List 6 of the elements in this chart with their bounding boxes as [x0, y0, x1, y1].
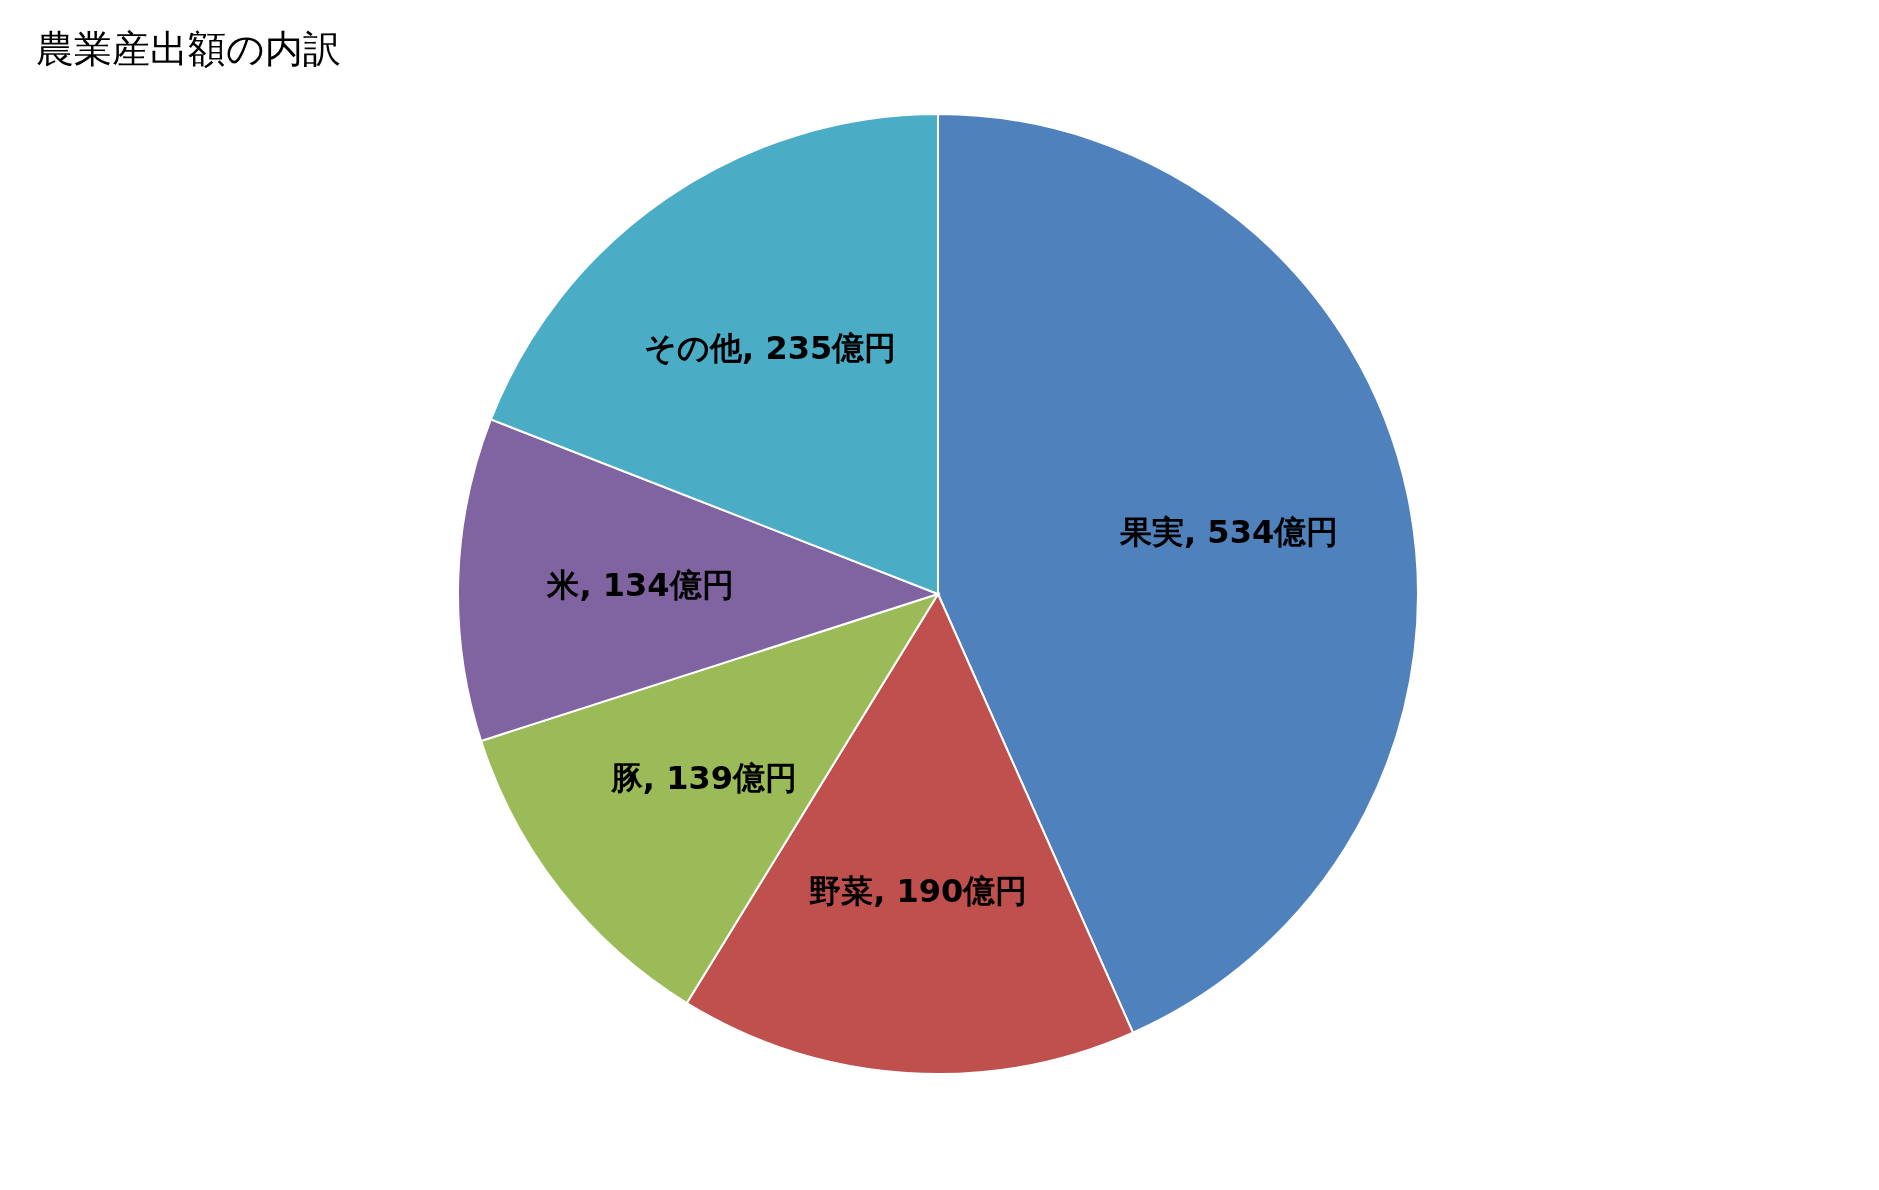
- slice-label: 豚, 139億円: [609, 758, 797, 797]
- slice-label: 野菜, 190億円: [809, 871, 1028, 910]
- slice-label: 果実, 534億円: [1119, 513, 1339, 552]
- slice-label: 米, 134億円: [546, 565, 734, 604]
- slice-label: その他, 235億円: [644, 329, 897, 368]
- chart-title: 農業産出額の内訳: [35, 26, 342, 73]
